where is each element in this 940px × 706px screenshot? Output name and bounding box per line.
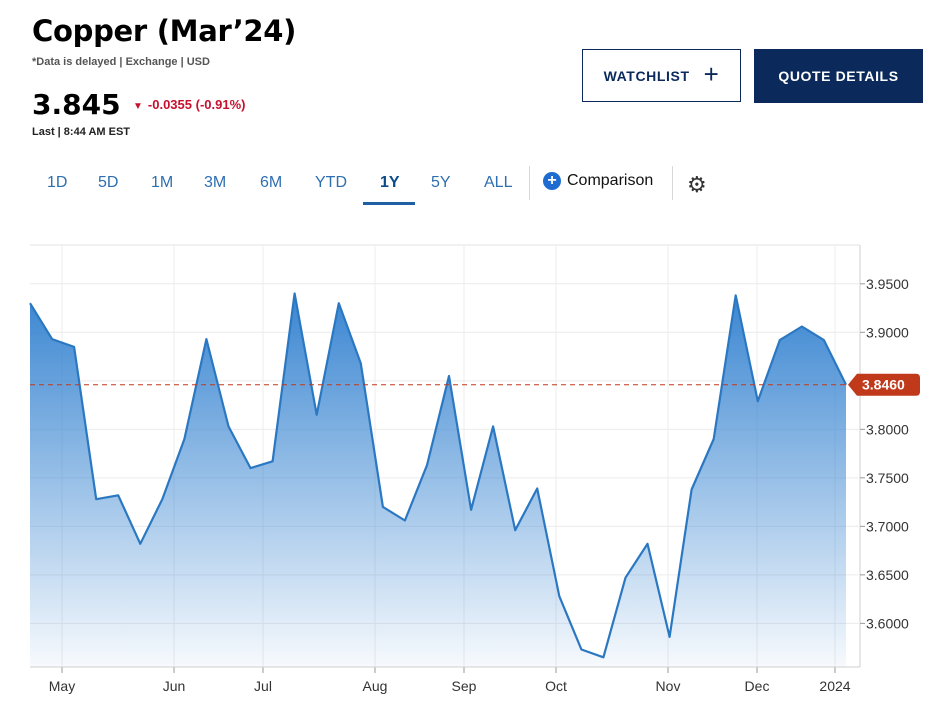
active-tab-indicator — [363, 202, 415, 205]
quote-details-button[interactable]: QUOTE DETAILS — [754, 49, 923, 103]
x-tick-label: May — [49, 678, 75, 694]
gear-icon[interactable]: ⚙ — [687, 172, 707, 197]
x-tick-label: 2024 — [819, 678, 850, 694]
tab-all[interactable]: ALL — [484, 174, 513, 191]
last-price-label: 3.8460 — [862, 377, 905, 393]
x-axis: May Jun Jul Aug Sep Oct Nov Dec 2024 — [30, 666, 860, 694]
tab-divider — [672, 166, 673, 200]
y-tick-label: 3.7500 — [866, 470, 909, 486]
y-tick-label: 3.9500 — [866, 276, 909, 292]
price-change-value: -0.0355 (-0.91%) — [147, 97, 246, 112]
tab-5y[interactable]: 5Y — [431, 174, 451, 191]
y-axis: 3.60003.65003.70003.75003.80003.85003.90… — [860, 276, 909, 631]
x-tick-label: Sep — [452, 678, 477, 694]
watchlist-label: WATCHLIST — [603, 67, 690, 84]
x-tick-label: Jul — [254, 678, 272, 694]
tab-1y[interactable]: 1Y — [380, 174, 400, 191]
y-tick-label: 3.9000 — [866, 324, 909, 340]
watchlist-button[interactable]: WATCHLIST + — [582, 49, 741, 102]
tab-6m[interactable]: 6M — [260, 174, 283, 191]
tab-3m[interactable]: 3M — [204, 174, 227, 191]
x-tick-label: Nov — [656, 678, 681, 694]
area-fill — [30, 293, 846, 667]
last-price: 3.845 — [32, 88, 121, 121]
range-tabs: 1D 5D 1M 3M 6M YTD 1Y 5Y ALL + Compariso… — [0, 166, 940, 206]
tab-divider — [529, 166, 530, 200]
plus-circle-icon: + — [543, 172, 561, 190]
down-arrow-icon: ▼ — [133, 101, 143, 112]
tab-5d[interactable]: 5D — [98, 174, 119, 191]
data-delay-note: *Data is delayed | Exchange | USD — [32, 56, 210, 68]
last-price-marker: 3.8460 — [848, 373, 920, 396]
x-tick-label: Dec — [745, 678, 770, 694]
comparison-label: Comparison — [567, 172, 654, 189]
tab-1d[interactable]: 1D — [47, 174, 68, 191]
price-line — [29, 292, 847, 659]
last-time: Last | 8:44 AM EST — [32, 126, 131, 138]
page-title: Copper (Mar’24) — [32, 14, 297, 48]
tab-ytd[interactable]: YTD — [315, 174, 347, 191]
y-tick-label: 3.7000 — [866, 518, 909, 534]
y-tick-label: 3.8000 — [866, 421, 909, 437]
comparison-button[interactable]: + Comparison — [543, 172, 653, 190]
y-tick-label: 3.6000 — [866, 615, 909, 631]
x-tick-label: Jun — [163, 678, 186, 694]
y-tick-label: 3.6500 — [866, 567, 909, 583]
x-tick-label: Aug — [363, 678, 388, 694]
x-tick-label: Oct — [545, 678, 567, 694]
price-change: ▼ -0.0355 (-0.91%) — [133, 97, 245, 112]
tab-1m[interactable]: 1M — [151, 174, 174, 191]
plus-icon: + — [703, 59, 720, 89]
